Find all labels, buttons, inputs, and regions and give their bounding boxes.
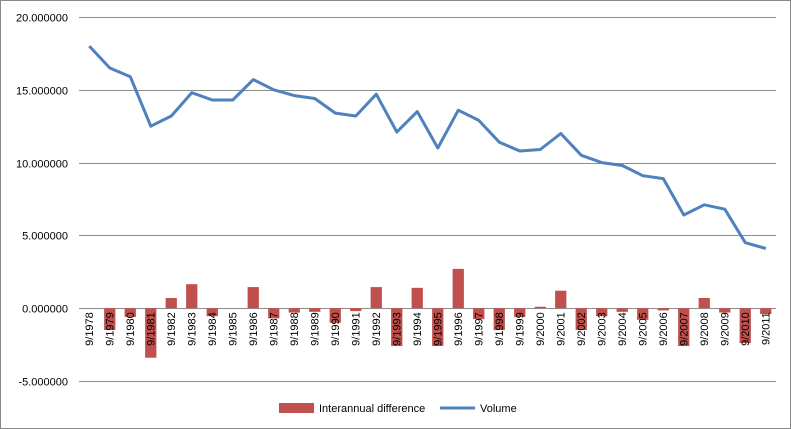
x-tick-label: 9/1983 <box>187 312 199 346</box>
x-tick-label: 9/1996 <box>453 312 465 346</box>
x-tick-label: 9/1998 <box>494 312 506 346</box>
x-tick-label: 9/2001 <box>556 312 568 346</box>
x-tick-label: 9/2010 <box>740 312 752 346</box>
x-tick-label: 9/1992 <box>371 312 383 346</box>
x-tick-label: 9/1997 <box>474 312 486 346</box>
x-tick-label: 9/2011 <box>761 312 773 345</box>
bar <box>719 308 731 313</box>
bar <box>350 308 362 312</box>
x-tick-label: 9/1985 <box>228 312 240 346</box>
legend-label-interannual-difference: Interannual difference <box>319 403 425 415</box>
x-tick-label: 9/2005 <box>638 312 650 346</box>
x-tick-label: 9/1999 <box>515 312 527 346</box>
bar <box>698 298 710 309</box>
x-tick-label: 9/1979 <box>105 312 117 346</box>
bar <box>206 308 218 317</box>
bar <box>432 308 444 347</box>
bar <box>268 308 280 319</box>
bar <box>760 308 772 315</box>
bar <box>637 308 649 320</box>
y-tick-label: 0.000000 <box>22 304 68 316</box>
x-tick-label: 9/2006 <box>658 312 670 346</box>
bar <box>247 287 259 309</box>
bar <box>104 308 116 331</box>
x-tick-label: 9/2002 <box>576 312 588 346</box>
bar <box>739 308 751 344</box>
bar-series-interannual-difference <box>104 268 772 358</box>
x-tick-label: 9/1981 <box>146 312 158 346</box>
bar <box>452 268 464 309</box>
x-tick-label: 9/1982 <box>166 312 178 346</box>
x-tick-label: 9/2008 <box>699 312 711 346</box>
bar <box>391 308 403 347</box>
bar <box>616 308 628 312</box>
bar <box>575 308 587 331</box>
bar <box>678 308 690 347</box>
x-tick-label: 9/2009 <box>720 312 732 346</box>
x-tick-label: 9/1987 <box>269 312 281 346</box>
x-tick-label: 9/1986 <box>248 312 260 346</box>
legend: Interannual difference Volume <box>279 403 517 415</box>
legend-label-volume: Volume <box>480 403 517 415</box>
bar <box>534 306 546 309</box>
x-tick-label: 9/2000 <box>535 312 547 346</box>
bar <box>309 308 321 312</box>
x-tick-label: 9/1990 <box>330 312 342 346</box>
bar <box>555 290 567 309</box>
legend-swatch-interannual-difference <box>279 403 314 413</box>
bar <box>124 308 136 317</box>
bar <box>657 308 669 311</box>
y-tick-label: 20.000000 <box>16 13 68 25</box>
y-tick-label: 5.000000 <box>22 231 68 243</box>
x-tick-label: 9/1980 <box>125 312 137 346</box>
x-tick-label: 9/2003 <box>597 312 609 346</box>
x-tick-label: 9/1993 <box>392 312 404 346</box>
bar <box>370 287 382 309</box>
x-axis-labels: 9/1978 9/1979 9/1980 9/1981 9/1982 9/1983 9/19… <box>84 312 773 346</box>
volume-line <box>88 45 767 250</box>
bar <box>493 308 505 331</box>
x-tick-label: 9/1991 <box>351 312 363 346</box>
line-series-volume <box>88 45 767 250</box>
gridlines <box>79 17 776 382</box>
x-tick-label: 9/1988 <box>289 312 301 346</box>
bar <box>288 308 300 313</box>
y-tick-label: 15.000000 <box>16 86 68 98</box>
x-tick-label: 9/1995 <box>433 312 445 346</box>
y-tick-label: 10.000000 <box>16 159 68 171</box>
x-tick-label: 9/1978 <box>84 312 96 346</box>
x-tick-label: 9/1989 <box>310 312 322 346</box>
bar <box>514 308 526 317</box>
bar <box>473 308 485 320</box>
y-axis-labels: -5.000000 0.000000 5.000000 10.000000 15.000… <box>16 13 68 389</box>
bar <box>411 287 423 309</box>
x-tick-label: 9/1994 <box>412 312 424 346</box>
y-tick-label: -5.000000 <box>18 377 68 389</box>
x-tick-label: 9/1984 <box>207 312 219 346</box>
bar <box>596 308 608 317</box>
bar <box>186 284 198 309</box>
bar <box>165 298 177 309</box>
bar <box>145 308 157 358</box>
x-tick-label: 9/2007 <box>679 312 691 346</box>
x-tick-label: 9/2004 <box>617 312 629 346</box>
bar <box>329 308 341 323</box>
